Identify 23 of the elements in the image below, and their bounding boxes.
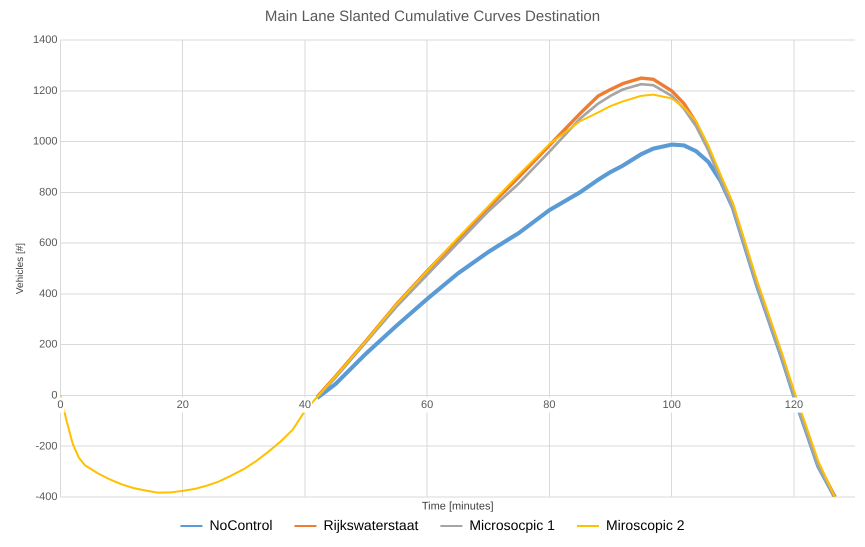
y-tick-label: 600 [39,237,58,250]
legend-label: Miroscopic 2 [606,516,685,533]
x-tick-label: 120 [784,399,804,412]
x-tick-label: 20 [176,399,189,412]
x-axis-title: Time [minutes] [422,500,494,513]
legend-label: NoControl [209,516,272,533]
y-tick-label: 1400 [32,34,58,46]
legend-label: Rijkswaterstaat [323,516,419,533]
legend-label: Microsocpic 1 [469,516,556,533]
x-tick-label: 60 [421,399,434,412]
y-tick-label: 1000 [32,136,58,148]
y-tick-label: 200 [39,338,58,351]
x-tick-label: 80 [543,399,556,412]
x-tick-label: 100 [662,399,681,412]
y-tick-label: 1200 [32,84,58,97]
y-tick-label: 400 [39,288,58,300]
y-tick-label: -400 [35,491,58,504]
y-axis-title: Vehicles [#] [14,242,26,294]
y-tick-label: 800 [39,186,58,198]
y-tick-label: -200 [35,440,58,452]
chart-title: Main Lane Slanted Cumulative Curves Destination [264,8,600,26]
y-tick-label: 0 [51,389,58,402]
x-tick-label: 40 [298,399,312,412]
